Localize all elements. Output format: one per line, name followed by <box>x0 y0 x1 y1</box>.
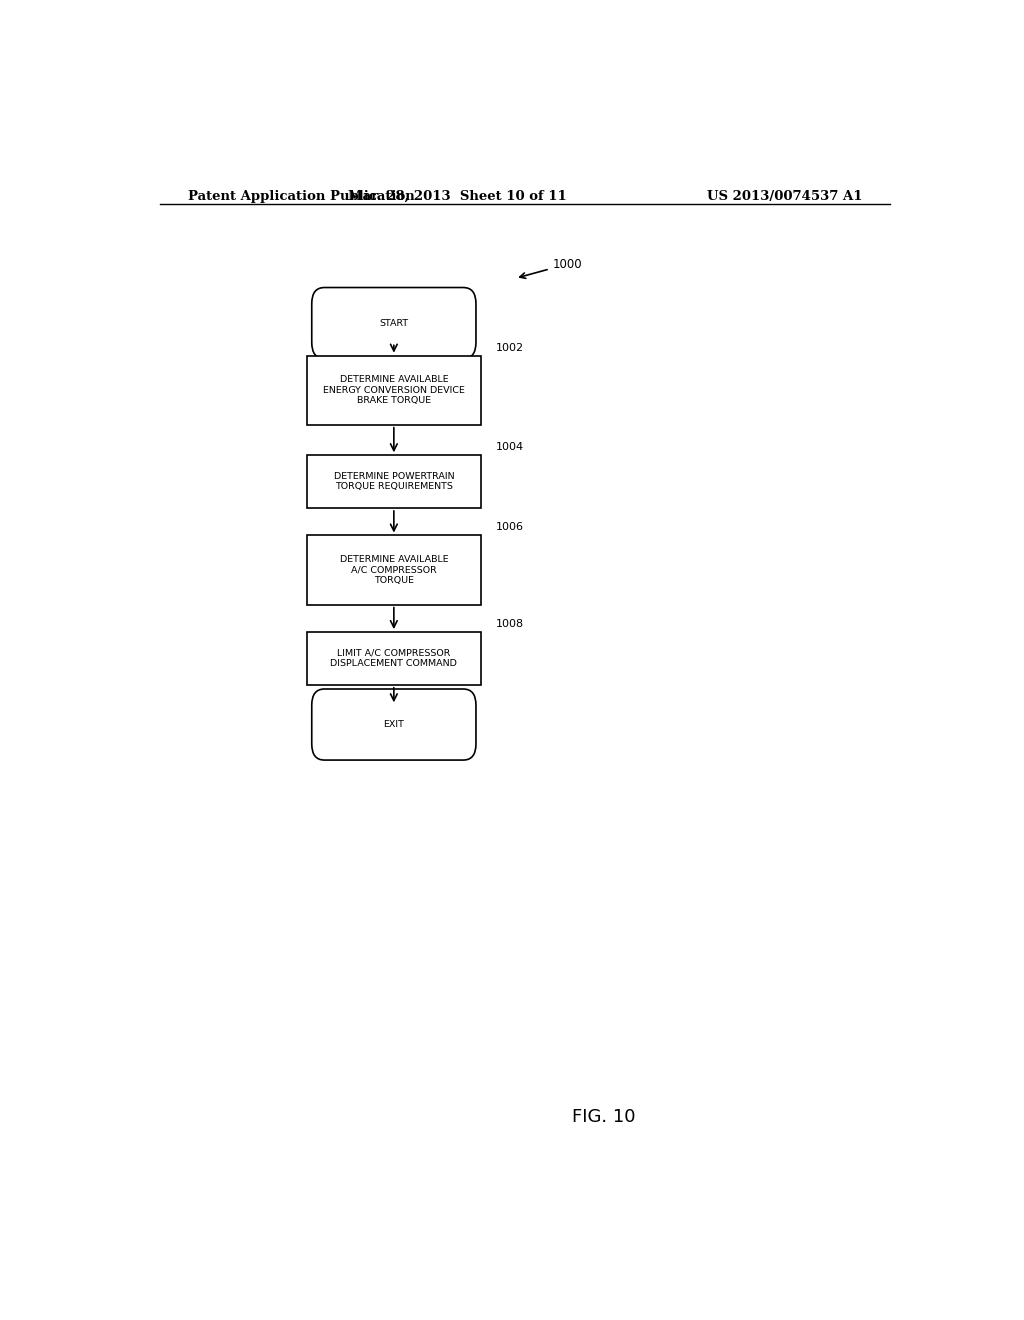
Bar <box>306 536 481 605</box>
Text: START: START <box>379 318 409 327</box>
Text: 1000: 1000 <box>520 257 583 279</box>
Text: DETERMINE AVAILABLE
A/C COMPRESSOR
TORQUE: DETERMINE AVAILABLE A/C COMPRESSOR TORQU… <box>340 556 449 585</box>
Text: 1006: 1006 <box>496 523 523 532</box>
Text: Patent Application Publication: Patent Application Publication <box>187 190 415 203</box>
Text: Mar. 28, 2013  Sheet 10 of 11: Mar. 28, 2013 Sheet 10 of 11 <box>348 190 566 203</box>
Text: EXIT: EXIT <box>383 719 404 729</box>
Bar <box>306 632 481 685</box>
Text: 1004: 1004 <box>496 442 523 453</box>
Text: LIMIT A/C COMPRESSOR
DISPLACEMENT COMMAND: LIMIT A/C COMPRESSOR DISPLACEMENT COMMAN… <box>331 648 458 668</box>
FancyBboxPatch shape <box>311 288 476 359</box>
Text: DETERMINE POWERTRAIN
TORQUE REQUIREMENTS: DETERMINE POWERTRAIN TORQUE REQUIREMENTS <box>334 473 455 491</box>
Text: US 2013/0074537 A1: US 2013/0074537 A1 <box>707 190 862 203</box>
Bar <box>306 355 481 425</box>
Bar <box>306 455 481 508</box>
FancyBboxPatch shape <box>311 689 476 760</box>
Text: 1008: 1008 <box>496 619 523 630</box>
Text: DETERMINE AVAILABLE
ENERGY CONVERSION DEVICE
BRAKE TORQUE: DETERMINE AVAILABLE ENERGY CONVERSION DE… <box>323 375 465 405</box>
Text: 1002: 1002 <box>496 342 523 352</box>
Text: FIG. 10: FIG. 10 <box>572 1107 636 1126</box>
